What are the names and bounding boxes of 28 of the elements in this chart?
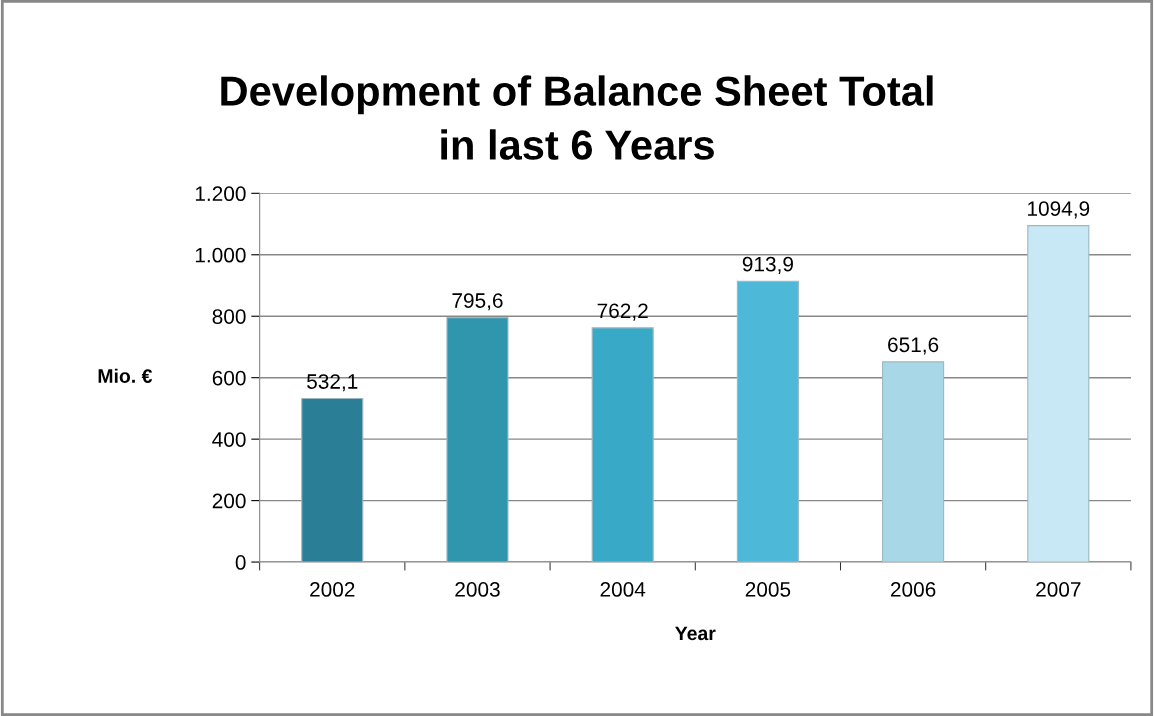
- bar: [591, 327, 654, 563]
- x-axis-title: Year: [675, 626, 716, 641]
- bar: [446, 317, 509, 563]
- data-label: 1094,9: [1028, 201, 1090, 219]
- y-tick-label: 1.000: [195, 247, 246, 263]
- x-tick-label: 2006: [890, 582, 936, 597]
- bar: [1027, 225, 1090, 563]
- bar: [301, 397, 364, 563]
- y-tick-label: 800: [212, 309, 246, 324]
- y-tick-label: 400: [212, 432, 246, 447]
- bar: [736, 280, 799, 563]
- data-label: 913,9: [742, 256, 793, 275]
- data-label: 795,6: [452, 293, 503, 311]
- x-tick-label: 2002: [310, 582, 355, 597]
- data-label: 532,1: [307, 374, 358, 392]
- y-tick-label: 600: [212, 370, 246, 386]
- x-tick-label: 2007: [1036, 582, 1081, 597]
- y-tick-label: 1.200: [195, 186, 246, 202]
- x-tick-label: 2005: [745, 582, 791, 597]
- bar: [882, 361, 945, 563]
- x-tick-label: 2004: [600, 582, 646, 597]
- chart-title: Development of Balance Sheet Total in last 6 Years: [221, 75, 933, 160]
- y-tick-label: 200: [212, 493, 246, 509]
- x-tick-label: 2003: [455, 582, 500, 597]
- y-tick-label: 0: [235, 555, 246, 570]
- data-label: 762,2: [597, 303, 648, 321]
- data-label: 651,6: [888, 337, 939, 355]
- y-axis-title: Mio. €: [98, 368, 153, 383]
